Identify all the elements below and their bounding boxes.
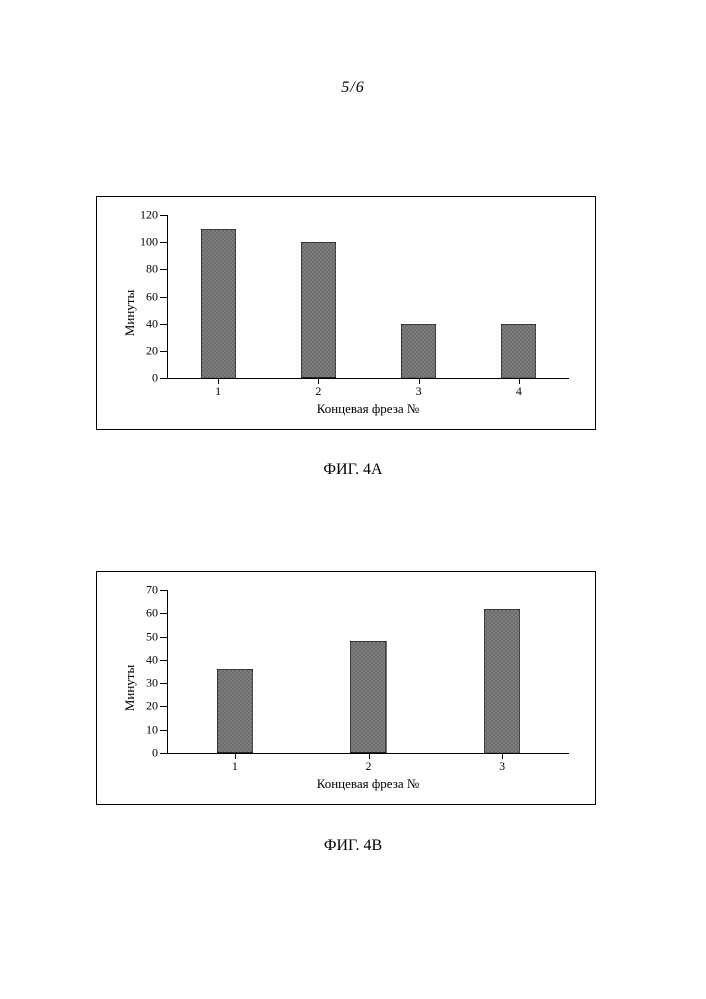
chart-4a-ytick-label: 80 <box>146 262 168 277</box>
chart-4b-bar <box>350 641 386 753</box>
chart-4b-xtick-label: 2 <box>366 753 372 774</box>
chart-4b-bar <box>484 609 520 753</box>
chart-4b-ytick-label: 30 <box>146 676 168 691</box>
chart-4a-ytick-label: 100 <box>140 235 168 250</box>
chart-4a-bar <box>201 229 236 378</box>
chart-4b-xlabel: Концевая фреза № <box>167 776 569 792</box>
chart-4b-ytick-label: 0 <box>152 746 168 761</box>
chart-4b: Минуты 010203040506070123 Концевая фреза… <box>105 580 587 796</box>
chart-4b-xtick-label: 3 <box>499 753 505 774</box>
chart-4a-xtick-label: 1 <box>215 378 221 399</box>
chart-4a-ytick-label: 120 <box>140 208 168 223</box>
chart-4b-ytick-label: 20 <box>146 699 168 714</box>
chart-4a-ylabel: Минуты <box>122 290 138 336</box>
chart-4b-ytick-label: 10 <box>146 722 168 737</box>
chart-4a-ytick-label: 60 <box>146 289 168 304</box>
chart-4a-ytick-label: 20 <box>146 343 168 358</box>
chart-4a-xtick-label: 4 <box>516 378 522 399</box>
chart-4a-ytick-label: 40 <box>146 316 168 331</box>
chart-4a-xtick-label: 2 <box>315 378 321 399</box>
chart-4b-caption: ФИГ. 4B <box>1 837 705 855</box>
chart-4a: Минуты 0204060801001201234 Концевая фрез… <box>105 205 587 421</box>
chart-4b-ytick-label: 40 <box>146 652 168 667</box>
chart-4b-frame: Минуты 010203040506070123 Концевая фреза… <box>96 571 596 805</box>
chart-4a-frame: Минуты 0204060801001201234 Концевая фрез… <box>96 196 596 430</box>
page-number: 5/6 <box>1 79 705 97</box>
chart-4a-caption: ФИГ. 4A <box>1 461 705 479</box>
chart-4b-ytick-label: 70 <box>146 583 168 598</box>
chart-4a-xlabel: Концевая фреза № <box>167 401 569 417</box>
chart-4a-xtick-label: 3 <box>416 378 422 399</box>
chart-4b-plot-area: 010203040506070123 <box>167 590 569 754</box>
chart-4b-ylabel: Минуты <box>122 665 138 711</box>
chart-4a-ytick-label: 0 <box>152 371 168 386</box>
chart-4b-ytick-label: 50 <box>146 629 168 644</box>
chart-4a-plot-area: 0204060801001201234 <box>167 215 569 379</box>
chart-4a-bar <box>501 324 536 378</box>
chart-4a-bar <box>301 242 336 378</box>
chart-4b-ytick-label: 60 <box>146 606 168 621</box>
chart-4b-bar <box>217 669 253 753</box>
chart-4a-bar <box>401 324 436 378</box>
chart-4b-xtick-label: 1 <box>232 753 238 774</box>
